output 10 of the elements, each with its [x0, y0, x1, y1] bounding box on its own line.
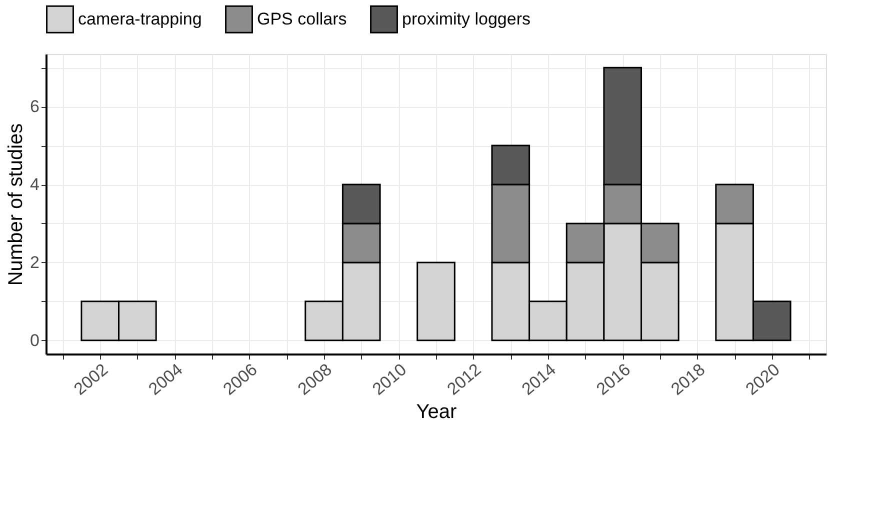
bar	[416, 262, 456, 342]
y-tick-label: 6	[30, 97, 40, 116]
legend-label: camera-trapping	[78, 9, 202, 28]
y-tick-label: 2	[30, 252, 40, 272]
y-tick-label: 0	[30, 330, 40, 350]
legend-label: GPS collars	[257, 9, 347, 28]
y-axis-title: Number of studies	[5, 123, 28, 286]
x-axis-title: Year	[416, 401, 458, 424]
y-tick-label: 4	[30, 175, 40, 194]
legend-label: proximity loggers	[402, 9, 530, 28]
